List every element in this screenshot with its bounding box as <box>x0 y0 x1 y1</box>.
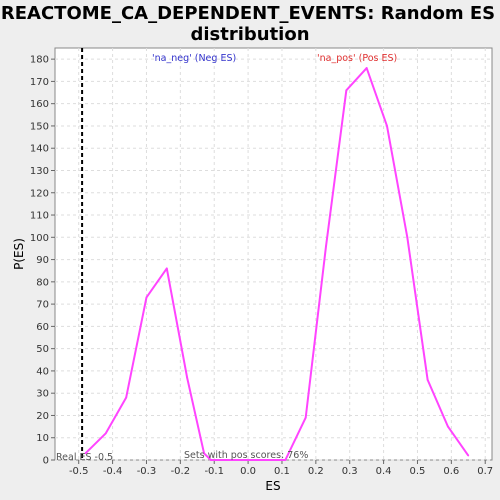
series-layer <box>81 48 470 461</box>
chart-title-line1: REACTOME_CA_DEPENDENT_EVENTS: Random ES <box>1 3 495 24</box>
x-tick-label: -0.3 <box>137 466 157 477</box>
series-line <box>84 67 470 461</box>
y-tick-label: 100 <box>30 233 49 244</box>
x-tick-label: 0.4 <box>376 466 392 477</box>
data-point <box>125 396 128 399</box>
real-es-label: Real ES -0.5 <box>56 452 113 463</box>
data-point <box>304 416 307 419</box>
y-axis-label: P(ES) <box>12 238 26 270</box>
sets-pos-label: Sets with pos scores: 76% <box>184 450 308 461</box>
data-point <box>447 425 449 428</box>
y-tick-label: 160 <box>30 99 49 110</box>
y-tick-label: 20 <box>36 411 49 422</box>
x-tick-label: 0.2 <box>308 466 324 477</box>
data-point <box>209 459 212 461</box>
y-tick-label: 80 <box>36 277 49 288</box>
data-point <box>284 459 287 461</box>
data-point <box>386 125 388 127</box>
y-tick-label: 110 <box>30 211 49 222</box>
data-point <box>406 236 409 239</box>
y-tick-label: 140 <box>30 144 49 155</box>
data-point <box>365 67 368 69</box>
y-tick-label: 30 <box>36 389 49 400</box>
plot-area <box>54 47 493 461</box>
y-tick-label: 70 <box>36 300 49 311</box>
data-point <box>325 245 327 248</box>
x-tick-label: -0.5 <box>69 466 89 477</box>
y-tick-label: 180 <box>30 55 49 66</box>
neg-es-label: 'na_neg' (Neg ES) <box>152 53 236 64</box>
x-tick-label: 0.5 <box>410 466 426 477</box>
y-tick-label: 50 <box>36 344 49 355</box>
y-tick-label: 40 <box>36 366 49 377</box>
x-tick-label: -0.2 <box>171 466 191 477</box>
x-tick-label: -0.4 <box>103 466 123 477</box>
chart-title-line2: distribution <box>190 24 309 45</box>
x-tick-label: 0.1 <box>274 466 290 477</box>
data-point <box>203 452 205 455</box>
data-point <box>426 378 429 381</box>
y-tick-label: 0 <box>43 456 49 467</box>
data-point <box>145 296 148 299</box>
data-point <box>165 267 168 270</box>
x-axis-label: ES <box>265 479 280 493</box>
x-tick-label: 0.3 <box>342 466 358 477</box>
data-point <box>186 376 189 379</box>
y-tick-label: 150 <box>30 121 49 132</box>
data-point <box>104 432 107 435</box>
pos-es-label: 'na_pos' (Pos ES) <box>317 53 397 64</box>
y-tick-label: 60 <box>36 322 49 333</box>
y-axis: 0 10 20 30 40 50 60 70 80 90 100 110 120 130 140 150 160… <box>30 55 55 467</box>
y-tick-label: 130 <box>30 166 49 177</box>
data-point <box>345 89 348 92</box>
x-tick-label: -0.1 <box>204 466 224 477</box>
x-tick-label: 0.7 <box>477 466 493 477</box>
y-tick-label: 120 <box>30 188 49 199</box>
data-point <box>467 454 470 457</box>
x-axis: -0.5 -0.4 -0.3 -0.2 -0.1 0.0 0.1 0.2 0.3 0.4 0.5 0.… <box>69 460 493 477</box>
y-tick-label: 170 <box>30 77 49 88</box>
data-point <box>84 452 87 455</box>
x-tick-label: 0.0 <box>240 466 256 477</box>
y-tick-label: 90 <box>36 255 49 266</box>
x-tick-label: 0.6 <box>443 466 459 477</box>
y-tick-label: 10 <box>36 433 49 444</box>
